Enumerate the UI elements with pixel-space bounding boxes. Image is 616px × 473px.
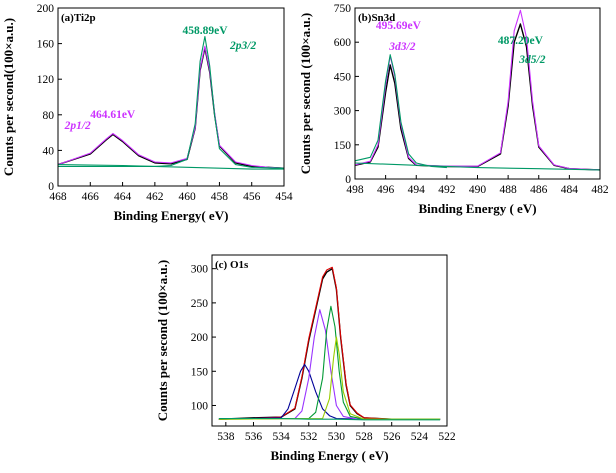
y-tick-label: 0: [345, 174, 351, 186]
x-tick-label: 482: [591, 184, 609, 196]
x-tick-label: 454: [275, 191, 293, 203]
x-tick-label: 464: [114, 191, 132, 203]
x-tick-label: 526: [383, 431, 401, 443]
x-tick-label: 534: [272, 431, 290, 443]
x-axis-label: Binding Energy ( eV): [270, 448, 388, 463]
series-line-2-2: [218, 363, 441, 420]
x-tick-label: 528: [355, 431, 373, 443]
orbital-label: 2p1/2: [64, 120, 91, 132]
y-tick-label: 300: [334, 106, 352, 118]
y-tick-label: 160: [37, 39, 55, 51]
y-tick-label: 150: [191, 366, 209, 378]
y-tick-label: 200: [37, 3, 55, 15]
peak-label: 458.89eV: [183, 25, 229, 37]
y-tick-label: 150: [334, 140, 352, 152]
x-tick-label: 456: [243, 191, 261, 203]
peak-label: 464.61eV: [90, 109, 136, 121]
x-tick-label: 486: [530, 184, 548, 196]
x-tick-label: 524: [411, 431, 429, 443]
series-line-0-2: [58, 35, 285, 169]
x-tick-label: 492: [438, 184, 456, 196]
y-tick-label: 200: [191, 332, 209, 344]
y-axis-label: Counts per second (100×a.u.): [155, 260, 170, 421]
x-tick-label: 498: [346, 184, 364, 196]
panel-title: (a)Ti2p: [61, 12, 96, 24]
chart-panel-1: 498 496 494 492 490 488 486 484 482 0 150 300 450 600…: [298, 3, 609, 216]
x-tick-label: 490: [469, 184, 487, 196]
y-tick-label: 600: [334, 37, 352, 49]
series-line-2-1: [218, 266, 441, 420]
x-axis-label: Binding Energy ( eV): [418, 201, 536, 216]
series-line-1-2: [354, 54, 447, 169]
y-tick-label: 80: [43, 110, 55, 122]
y-axis-label: Counts per second(100×a.u.): [1, 18, 16, 176]
orbital-label: 2p3/2: [229, 40, 256, 52]
y-tick-label: 100: [191, 400, 209, 412]
plot-frame: [211, 254, 448, 427]
chart-panel-2: 538 536 534 532 530 528 526 524 522 100 150 200 250 3…: [155, 254, 456, 463]
chart-panel-0: 468 466 464 462 460 458 456 454 0 40 80 120 160 200 Bi…: [1, 3, 293, 223]
x-axis-label: Binding Energy( eV): [114, 208, 229, 223]
x-tick-label: 532: [300, 431, 318, 443]
x-tick-label: 496: [377, 184, 395, 196]
series-line-0-1: [57, 45, 285, 169]
orbital-label: 3d3/2: [388, 41, 415, 53]
x-tick-label: 460: [179, 191, 197, 203]
series-line-2-5: [218, 336, 441, 420]
y-tick-label: 40: [43, 145, 55, 157]
y-tick-label: 750: [334, 3, 352, 15]
x-tick-label: 466: [82, 191, 100, 203]
y-tick-label: 0: [48, 181, 54, 193]
peak-label: 495.69eV: [376, 20, 422, 32]
plot-frame: [354, 7, 601, 180]
series-line-1-1: [354, 9, 601, 171]
x-tick-label: 522: [438, 431, 456, 443]
y-tick-label: 250: [191, 298, 209, 310]
x-tick-label: 484: [561, 184, 579, 196]
y-tick-label: 450: [334, 71, 352, 83]
x-tick-label: 536: [245, 431, 263, 443]
x-tick-label: 538: [217, 431, 235, 443]
panel-title: (b)Sn3d: [358, 12, 395, 24]
peak-label: 487.20eV: [498, 35, 544, 47]
series-line-2-6: [218, 417, 441, 421]
x-tick-label: 458: [211, 191, 229, 203]
y-tick-label: 300: [191, 264, 209, 276]
x-tick-label: 462: [146, 191, 164, 203]
x-tick-label: 468: [49, 191, 67, 203]
x-tick-label: 488: [500, 184, 518, 196]
x-tick-label: 494: [408, 184, 426, 196]
series-line-2-3: [218, 309, 441, 420]
y-axis-label: Counts per second (100×a.u.): [298, 13, 313, 174]
plot-frame: [57, 7, 285, 187]
series-line-1-3: [354, 162, 601, 171]
y-tick-label: 120: [37, 74, 55, 86]
series-line-0-3: [57, 164, 284, 170]
panel-title: (c) O1s: [215, 259, 249, 271]
series-line-2-4: [218, 305, 441, 420]
x-tick-label: 530: [328, 431, 346, 443]
orbital-label: 3d5/2: [518, 54, 545, 66]
